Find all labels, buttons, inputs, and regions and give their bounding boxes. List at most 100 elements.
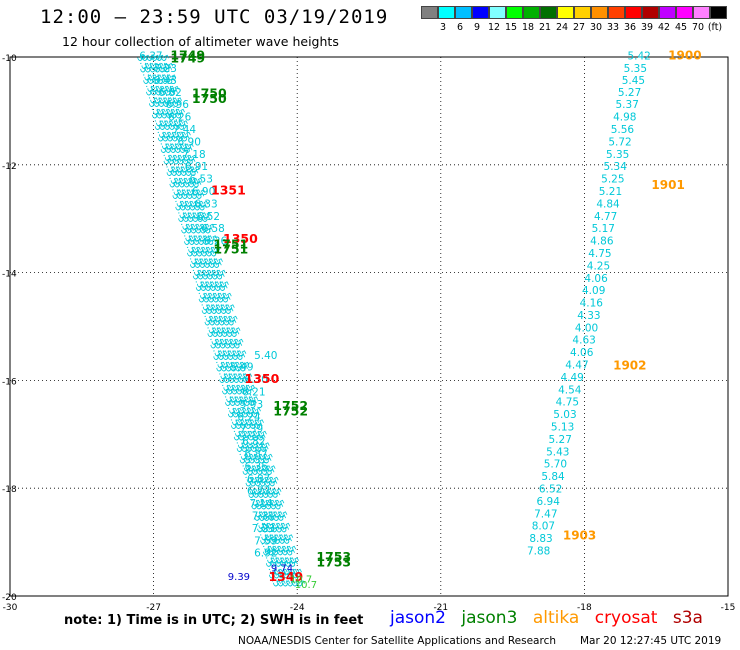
wave-height-label: 7.44 <box>173 124 197 136</box>
x-tick-label: -24 <box>290 603 305 613</box>
wave-height-label: 4.77 <box>594 211 617 223</box>
annotation-label: 1350 <box>223 231 258 246</box>
annotation-label: 10.7 <box>290 575 312 586</box>
wave-height-label: 7.18 <box>182 149 205 161</box>
wave-height-label: 5.34 <box>604 161 628 173</box>
time-tag-label: 1902 <box>613 359 646 373</box>
colorbar-swatch <box>557 6 574 19</box>
annotation-label: 1750 <box>192 91 227 106</box>
x-tick-label: -21 <box>433 603 448 613</box>
wave-height-label: 5.25 <box>601 174 624 186</box>
colorbar-swatch <box>421 6 438 19</box>
wave-height-label: 6.24 <box>237 411 261 423</box>
wave-height-label: 6.82 <box>158 87 181 99</box>
wave-height-label: 6.21 <box>242 386 265 398</box>
colorbar-label: 30 <box>589 22 603 33</box>
wave-height-label: 6.90 <box>192 186 215 198</box>
colorbar-swatch <box>676 6 693 19</box>
wave-height-label: 4.75 <box>556 397 579 409</box>
wave-height-label: 8.07 <box>532 521 555 533</box>
wave-height-label: 6.30 <box>245 374 268 386</box>
wave-height-label: 6.90 <box>178 136 201 148</box>
wave-height-label: 6.87 <box>245 448 268 460</box>
wave-height-label: 4.47 <box>565 360 588 372</box>
x-tick-label: -30 <box>3 603 18 613</box>
colorbar-swatch <box>642 6 659 19</box>
annotation-label: 1750 <box>192 85 227 100</box>
wave-height-label: 6.58 <box>201 223 224 235</box>
wave-height-label: 5.56 <box>611 124 635 136</box>
annotation-label: 1351 <box>211 182 246 197</box>
wave-height-label: 5.37 <box>616 99 639 111</box>
time-tag-label: 1903 <box>563 528 596 542</box>
wave-height-label: 6.92 <box>254 548 277 560</box>
annotation-label: 1749 <box>170 50 205 65</box>
wave-height-label: 7.23 <box>252 523 275 535</box>
wave-height-label: 6.77 <box>247 486 270 498</box>
colorbar-swatch <box>591 6 608 19</box>
annotation-label: 1753 <box>316 549 351 564</box>
x-tick-label: -27 <box>146 603 161 613</box>
wave-height-label: 6.26 <box>168 112 192 124</box>
wave-height-label: 6.35 <box>245 461 268 473</box>
wave-height-label: 4.06 <box>570 347 594 359</box>
wave-height-label: 6.53 <box>190 174 213 186</box>
wave-height-label: 4.54 <box>558 384 582 396</box>
wave-height-label: 6.43 <box>154 75 177 87</box>
wave-height-label: 6.91 <box>185 161 208 173</box>
wave-height-label: 7.88 <box>527 545 550 557</box>
colorbar-label: (ft) <box>707 22 723 33</box>
wave-height-label: 5.45 <box>622 75 645 87</box>
colorbar-label: 42 <box>657 22 671 33</box>
footer-credit: NOAA/NESDIS Center for Satellite Applica… <box>238 635 556 647</box>
colorbar-label: 3 <box>439 22 447 33</box>
wave-height-label: 5.13 <box>551 422 574 434</box>
legend-s3a: s3a <box>672 608 703 628</box>
colorbar-label: 18 <box>521 22 535 33</box>
wave-height-label: 7.39 <box>240 424 263 436</box>
wave-height-label: 6.37 <box>139 51 162 63</box>
colorbar-label: 24 <box>555 22 569 33</box>
wave-height-label: 4.98 <box>613 112 636 124</box>
wave-height-label: 6.87 <box>247 473 270 485</box>
wave-height-label: 4.06 <box>584 273 608 285</box>
colorbar-label: 27 <box>572 22 586 33</box>
wave-height-label: 5.49 <box>230 362 253 374</box>
wave-height-label: 7.23 <box>154 63 177 75</box>
wave-height-label: 7.59 <box>254 535 277 547</box>
colorbar-swatch <box>523 6 540 19</box>
wave-height-label: 6.52 <box>197 211 220 223</box>
legend-cryosat: cryosat <box>594 608 658 628</box>
wave-height-label: 4.09 <box>582 285 605 297</box>
colorbar-swatch <box>455 6 472 19</box>
y-tick-label: -12 <box>2 162 17 172</box>
annotation-label: 1349 <box>268 569 303 584</box>
colorbar-swatch <box>472 6 489 19</box>
wave-height-label: 5.27 <box>549 434 572 446</box>
wave-height-label: 7.47 <box>534 508 557 520</box>
wave-height-label: 7.31 <box>252 510 275 522</box>
colorbar-label: 70 <box>691 22 705 33</box>
colorbar-label: 9 <box>473 22 481 33</box>
chart-title: 12:00 – 23:59 UTC 03/19/2019 <box>40 6 389 28</box>
wave-height-label: 6.26 <box>204 236 228 248</box>
wave-height-label: 5.42 <box>627 51 650 63</box>
colorbar-label: 15 <box>504 22 518 33</box>
wave-height-label: 4.86 <box>590 236 614 248</box>
annotation-label: 1751 <box>213 236 248 251</box>
colorbar-swatch <box>693 6 710 19</box>
wave-height-label: 5.27 <box>618 87 641 99</box>
colorbar-swatch <box>540 6 557 19</box>
wave-height-label: 5.72 <box>608 136 631 148</box>
wave-height-label: 4.75 <box>588 248 611 260</box>
wave-height-label: 7.14 <box>249 498 273 510</box>
y-tick-label: -18 <box>2 485 17 495</box>
annotation-label: 1751 <box>213 242 248 257</box>
wave-height-label: 4.33 <box>577 310 600 322</box>
colorbar-label: 33 <box>606 22 620 33</box>
colorbar-label: 6 <box>456 22 464 33</box>
wave-height-label: 5.40 <box>254 350 277 362</box>
colorbar-label: 36 <box>623 22 637 33</box>
y-tick-label: -14 <box>2 270 17 280</box>
